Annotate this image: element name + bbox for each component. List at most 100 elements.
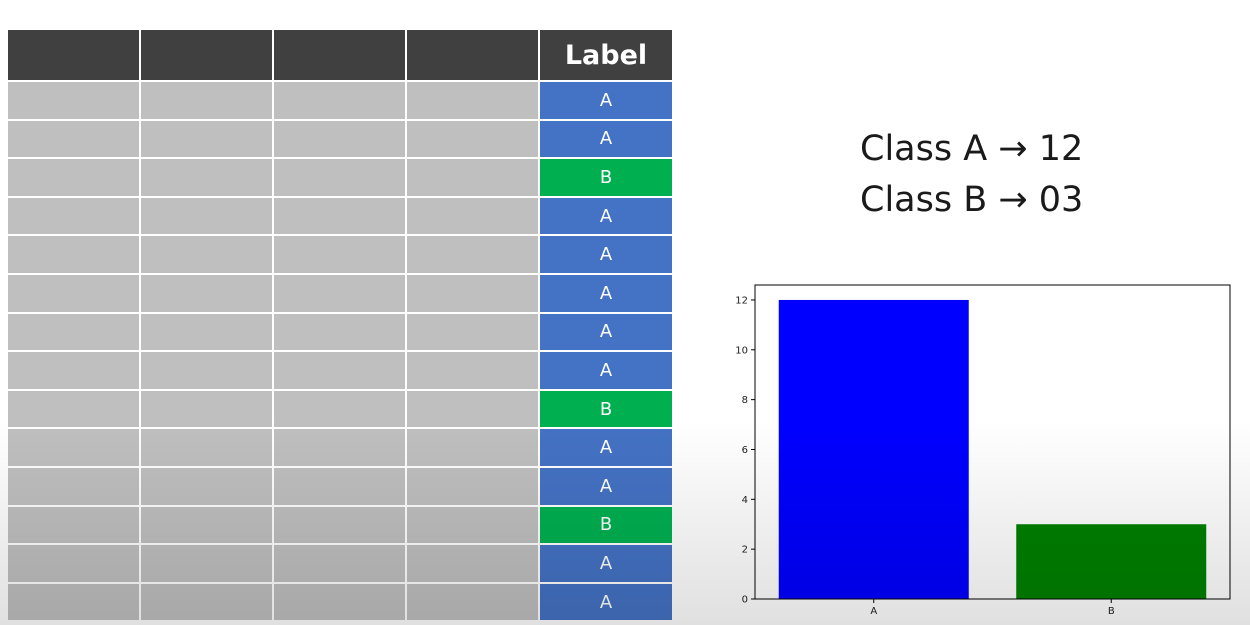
table-cell: [141, 197, 274, 237]
table-cell: [407, 352, 540, 391]
table-row: A: [8, 352, 672, 391]
table-cell: [8, 82, 141, 121]
label-cell: A: [540, 120, 672, 160]
table-cell: [274, 506, 407, 546]
label-cell: A: [540, 352, 672, 391]
table-row: B: [8, 159, 672, 198]
column-header: [8, 30, 141, 82]
x-tick-label: B: [1108, 606, 1115, 617]
table-cell: [274, 429, 407, 468]
table-cell: [141, 506, 274, 546]
table-row: A: [8, 236, 672, 275]
table-cell: [141, 313, 274, 353]
table-cell: [274, 545, 407, 584]
label-cell: A: [540, 236, 672, 275]
table-cell: [274, 82, 407, 121]
y-tick-label: 0: [742, 595, 748, 606]
table-row: A: [8, 313, 672, 353]
table-cell: [274, 467, 407, 507]
table-cell: [407, 159, 540, 198]
class-count-summary: Class A → 12 Class B → 03: [860, 124, 1083, 226]
y-tick-label: 6: [742, 445, 748, 456]
table-row: B: [8, 506, 672, 546]
table-cell: [8, 236, 141, 275]
table-cell: [407, 274, 540, 314]
table-cell: [407, 236, 540, 275]
table-cell: [141, 236, 274, 275]
table-row: A: [8, 429, 672, 468]
summary-line-class-a: Class A → 12: [860, 129, 1084, 169]
table-row: A: [8, 82, 672, 121]
table-cell: [274, 120, 407, 160]
table-cell: [407, 120, 540, 160]
label-cell: B: [540, 390, 672, 430]
table-cell: [141, 467, 274, 507]
table-cell: [274, 313, 407, 353]
table-cell: [8, 274, 141, 314]
table-header-row: Label: [8, 30, 672, 82]
table-cell: [8, 545, 141, 584]
label-cell: A: [540, 313, 672, 353]
table-cell: [274, 583, 407, 623]
table-cell: [274, 197, 407, 237]
table-cell: [274, 352, 407, 391]
column-header: [407, 30, 540, 82]
table-row: A: [8, 583, 672, 623]
table-cell: [274, 390, 407, 430]
label-cell: A: [540, 274, 672, 314]
label-cell: A: [540, 583, 672, 623]
table-cell: [8, 467, 141, 507]
table-cell: [407, 545, 540, 584]
table-cell: [141, 583, 274, 623]
bar-b: [1016, 524, 1207, 599]
x-tick-label: A: [870, 606, 877, 617]
table-cell: [8, 429, 141, 468]
table-cell: [141, 390, 274, 430]
column-header: [141, 30, 274, 82]
label-cell: A: [540, 429, 672, 468]
data-table: Label A A B A A A A A B A A B A A: [8, 30, 672, 623]
table-cell: [8, 506, 141, 546]
bar-a: [778, 299, 969, 599]
table-cell: [407, 390, 540, 430]
class-count-bar-chart: A B 0 2 4 6 8 10 12: [735, 284, 1231, 617]
label-cell: B: [540, 506, 672, 546]
table-row: A: [8, 274, 672, 314]
table-cell: [8, 352, 141, 391]
table-row: A: [8, 545, 672, 584]
table-row: A: [8, 197, 672, 237]
table-cell: [407, 429, 540, 468]
table-cell: [141, 82, 274, 121]
y-tick-label: 4: [742, 495, 748, 506]
plot-frame: [754, 284, 1231, 600]
y-tick-label: 12: [735, 295, 748, 306]
label-cell: B: [540, 159, 672, 198]
table-cell: [141, 429, 274, 468]
label-cell: A: [540, 467, 672, 507]
table-cell: [141, 274, 274, 314]
table-cell: [274, 274, 407, 314]
table-row: A: [8, 120, 672, 160]
table-cell: [8, 197, 141, 237]
table-cell: [141, 352, 274, 391]
table-cell: [8, 390, 141, 430]
table-cell: [407, 313, 540, 353]
table-cell: [407, 197, 540, 237]
label-cell: A: [540, 197, 672, 237]
label-column-header: Label: [540, 30, 672, 82]
label-cell: A: [540, 82, 672, 121]
y-tick-label: 2: [742, 545, 748, 556]
table-cell: [141, 545, 274, 584]
y-tick-label: 10: [735, 345, 748, 356]
table-cell: [407, 506, 540, 546]
table-cell: [8, 313, 141, 353]
table-row: A: [8, 467, 672, 507]
table-row: B: [8, 390, 672, 430]
table-cell: [8, 583, 141, 623]
table-cell: [8, 159, 141, 198]
summary-line-class-b: Class B → 03: [860, 180, 1084, 220]
table-cell: [141, 159, 274, 198]
table-cell: [274, 236, 407, 275]
table-cell: [141, 120, 274, 160]
label-cell: A: [540, 545, 672, 584]
